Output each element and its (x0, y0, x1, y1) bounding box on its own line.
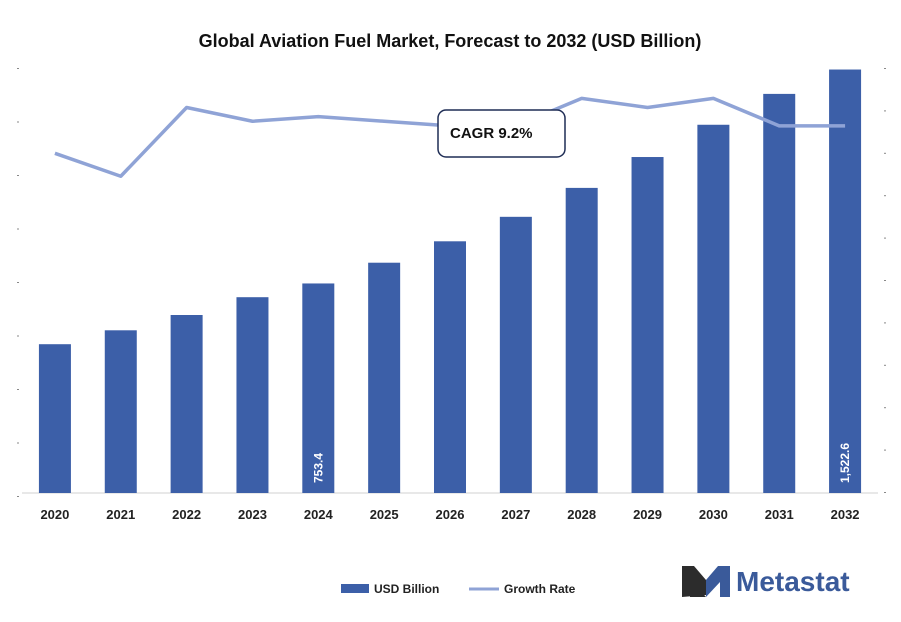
legend: USD Billion Growth Rate (341, 582, 576, 596)
x-tick-2025: 2025 (370, 507, 399, 522)
left-tick-mark (17, 442, 19, 444)
right-axis-ticks (884, 68, 886, 493)
right-tick-mark (884, 195, 886, 197)
right-tick-mark (884, 364, 886, 366)
bar-2029 (631, 157, 664, 493)
x-tick-2027: 2027 (501, 507, 530, 522)
left-tick-mark (17, 175, 19, 176)
bar-2021 (104, 330, 137, 493)
right-tick-mark (884, 407, 886, 409)
x-tick-2030: 2030 (699, 507, 728, 522)
x-tick-2022: 2022 (172, 507, 201, 522)
chart-title: Global Aviation Fuel Market, Forecast to… (199, 31, 702, 51)
left-tick-mark (17, 389, 19, 390)
x-tick-2021: 2021 (106, 507, 135, 522)
data-label-2032: 1,522.6 (838, 443, 852, 483)
bar-2022 (170, 315, 203, 493)
right-tick-mark (884, 237, 886, 239)
bar-2031 (763, 93, 796, 493)
right-tick-mark (884, 110, 886, 112)
x-axis-tick-labels: 2020 2021 2022 2023 2024 2025 2026 2027 2028 2029… (40, 507, 859, 522)
left-tick-mark (17, 496, 19, 497)
cagr-box (437, 109, 566, 158)
left-tick-mark (17, 335, 19, 337)
right-tick-mark (884, 152, 886, 154)
x-tick-2020: 2020 (40, 507, 69, 522)
metastat-m-icon (682, 566, 730, 597)
right-tick-mark (884, 492, 886, 493)
x-tick-2026: 2026 (436, 507, 465, 522)
right-tick-mark (884, 68, 886, 69)
left-tick-mark (17, 228, 19, 230)
bar-2028 (565, 187, 598, 493)
left-tick-mark (17, 121, 19, 123)
x-tick-2024: 2024 (304, 507, 334, 522)
x-tick-2028: 2028 (567, 507, 596, 522)
right-tick-mark (884, 322, 886, 324)
bar-2024 (302, 283, 335, 493)
x-tick-2029: 2029 (633, 507, 662, 522)
right-tick-mark (884, 449, 886, 451)
legend-line-label: Growth Rate (504, 582, 576, 596)
left-tick-mark (17, 68, 19, 69)
cagr-label: CAGR 9.2% (450, 125, 533, 142)
legend-bar-label: USD Billion (374, 582, 439, 596)
bar-series (38, 69, 862, 493)
data-label-2024: 753.4 (311, 453, 325, 483)
metastat-logo: Metastat (682, 566, 850, 597)
right-tick-mark (884, 280, 886, 281)
bar-2032 (829, 69, 862, 493)
bar-2023 (236, 297, 269, 493)
bar-2030 (697, 124, 730, 493)
left-tick-mark (17, 282, 19, 283)
x-tick-2031: 2031 (765, 507, 794, 522)
bar-data-labels: 753.4 1,522.6 (311, 443, 852, 483)
legend-bar-swatch (341, 584, 369, 593)
bar-2025 (368, 262, 401, 493)
left-axis-ticks (17, 68, 19, 497)
cagr-annotation: CAGR 9.2% (437, 109, 566, 158)
bar-2026 (434, 241, 466, 493)
logo-text: Metastat (736, 566, 850, 597)
bar-2027 (499, 216, 532, 493)
bar-2020 (38, 344, 71, 493)
x-tick-2032: 2032 (831, 507, 860, 522)
x-tick-2023: 2023 (238, 507, 267, 522)
